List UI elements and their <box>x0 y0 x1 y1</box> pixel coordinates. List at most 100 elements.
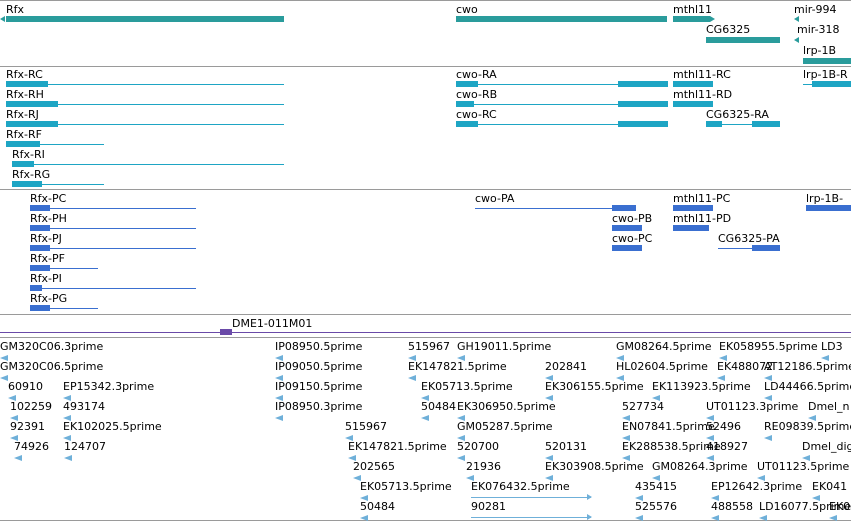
est-label[interactable]: HL02604.5prime <box>616 360 708 373</box>
est-label[interactable]: EP15342.3prime <box>63 380 155 393</box>
est-label[interactable]: 102259 <box>10 400 52 413</box>
est-feature[interactable] <box>64 455 72 461</box>
gene-feature[interactable] <box>456 16 667 22</box>
est-feature[interactable] <box>759 515 767 521</box>
est-feature[interactable] <box>706 415 714 421</box>
transcript-exon[interactable] <box>6 121 58 127</box>
est-label[interactable]: GM08264.5prime <box>616 340 712 353</box>
transcript-exon[interactable] <box>456 101 474 107</box>
gene-label[interactable]: mthl11 <box>673 3 713 16</box>
est-label[interactable]: 520131 <box>545 440 587 453</box>
est-feature[interactable] <box>10 415 18 421</box>
est-feature[interactable] <box>757 475 765 481</box>
est-feature[interactable] <box>808 415 816 421</box>
est-feature[interactable] <box>616 355 624 361</box>
est-feature[interactable] <box>275 395 283 401</box>
est-label[interactable]: EK041 <box>812 480 848 493</box>
marker-label[interactable]: DME1-011M01 <box>232 317 313 330</box>
est-feature[interactable] <box>8 395 16 401</box>
est-label[interactable]: 60910 <box>8 380 43 393</box>
protein-label[interactable]: Rfx-PH <box>30 212 67 225</box>
est-label[interactable]: GM05287.5prime <box>457 420 553 433</box>
est-label[interactable]: EN07841.5prime <box>622 420 715 433</box>
transcript-label[interactable]: Rfx-RJ <box>6 108 39 121</box>
protein-exon[interactable] <box>30 285 42 291</box>
transcript-exon[interactable] <box>6 81 48 87</box>
est-feature[interactable] <box>711 495 719 501</box>
protein-exon[interactable] <box>30 225 50 231</box>
transcript-exon[interactable] <box>673 101 713 107</box>
protein-label[interactable]: Rfx-PJ <box>30 232 62 245</box>
est-label[interactable]: 435415 <box>635 480 677 493</box>
transcript-intron[interactable] <box>12 184 104 185</box>
est-feature[interactable] <box>545 395 553 401</box>
est-label[interactable]: 493174 <box>63 400 105 413</box>
protein-exon[interactable] <box>612 225 642 231</box>
protein-label[interactable]: Rfx-PF <box>30 252 65 265</box>
transcript-intron[interactable] <box>6 144 104 145</box>
est-label[interactable]: LD16077.5prime <box>759 500 851 513</box>
est-feature[interactable] <box>706 435 714 441</box>
est-feature[interactable] <box>275 355 283 361</box>
protein-exon[interactable] <box>612 205 636 211</box>
est-label[interactable]: 74926 <box>14 440 49 453</box>
est-feature[interactable] <box>421 415 429 421</box>
protein-exon[interactable] <box>30 205 50 211</box>
est-label[interactable]: 525576 <box>635 500 677 513</box>
marker-feature[interactable] <box>220 329 232 335</box>
est-feature[interactable] <box>652 475 660 481</box>
transcript-intron[interactable] <box>456 124 667 125</box>
est-feature[interactable] <box>719 355 727 361</box>
est-feature[interactable] <box>717 375 725 381</box>
transcript-intron[interactable] <box>12 164 284 165</box>
est-label[interactable]: 21936 <box>466 460 501 473</box>
est-label[interactable]: EK05713.5prime <box>421 380 513 393</box>
transcript-intron[interactable] <box>456 104 667 105</box>
gene-feature[interactable] <box>803 58 851 64</box>
est-label[interactable]: LD44466.5prime <box>764 380 851 393</box>
est-label[interactable]: 50484 <box>421 400 456 413</box>
est-label[interactable]: 202841 <box>545 360 587 373</box>
protein-label[interactable]: cwo-PA <box>475 192 515 205</box>
gene-label[interactable]: cwo <box>456 3 478 16</box>
est-label[interactable]: EK0 <box>829 500 851 513</box>
est-label[interactable]: IP08950.3prime <box>275 400 363 413</box>
est-feature[interactable] <box>635 515 643 521</box>
protein-intron[interactable] <box>475 208 635 209</box>
est-feature[interactable] <box>0 355 8 361</box>
transcript-label[interactable]: Rfx-RC <box>6 68 43 81</box>
protein-intron[interactable] <box>30 308 98 309</box>
est-label[interactable]: 124707 <box>64 440 106 453</box>
est-feature[interactable] <box>711 515 719 521</box>
est-label[interactable]: EK102025.5prime <box>63 420 162 433</box>
est-feature[interactable] <box>652 395 660 401</box>
est-label[interactable]: 515967 <box>408 340 450 353</box>
transcript-label[interactable]: Rfx-RI <box>12 148 45 161</box>
protein-label[interactable]: lrp-1B- <box>806 192 844 205</box>
transcript-label[interactable]: Rfx-RG <box>12 168 51 181</box>
est-feature[interactable] <box>764 395 772 401</box>
est-label[interactable]: EK147821.5prime <box>408 360 507 373</box>
transcript-exon[interactable] <box>12 181 42 187</box>
est-feature[interactable] <box>706 455 714 461</box>
est-feature[interactable] <box>802 455 810 461</box>
est-label[interactable]: GH19011.5prime <box>457 340 552 353</box>
est-label[interactable]: RE09839.5prime <box>764 420 851 433</box>
protein-label[interactable]: mthl11-PC <box>673 192 731 205</box>
gene-label[interactable]: Rfx <box>6 3 25 16</box>
est-feature[interactable] <box>821 355 829 361</box>
est-feature[interactable] <box>812 495 820 501</box>
est-feature[interactable] <box>14 455 22 461</box>
est-feature[interactable] <box>348 455 356 461</box>
strand-arrow-icon[interactable] <box>794 37 799 43</box>
est-line[interactable] <box>471 517 591 518</box>
est-feature[interactable] <box>63 395 71 401</box>
protein-exon[interactable] <box>752 245 780 251</box>
est-feature[interactable] <box>353 475 361 481</box>
est-label[interactable]: UT01123.5prime <box>757 460 850 473</box>
transcript-exon[interactable] <box>706 121 722 127</box>
transcript-exon[interactable] <box>456 121 478 127</box>
protein-label[interactable]: Rfx-PC <box>30 192 67 205</box>
protein-exon[interactable] <box>30 245 50 251</box>
protein-exon[interactable] <box>30 305 50 311</box>
